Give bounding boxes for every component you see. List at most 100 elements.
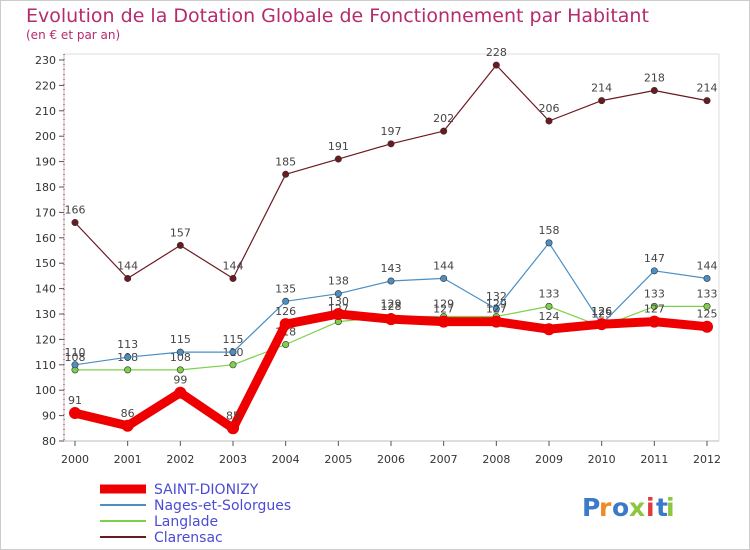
data-point [387,277,395,285]
data-point [440,274,448,282]
data-label: 191 [328,140,349,153]
proxiti-logo: Pr o x i ti [582,493,675,522]
x-tick-label: 2001 [114,453,142,466]
data-point [334,155,342,163]
data-label: 143 [381,262,402,275]
y-tick-label: 90 [42,410,56,423]
x-tick-label: 2010 [588,453,616,466]
y-tick-label: 110 [35,359,56,372]
data-label: 127 [433,303,454,316]
data-point [543,323,555,336]
data-point [492,305,500,313]
data-label: 135 [275,282,296,295]
data-point [650,302,658,310]
data-point [334,290,342,298]
data-label: 133 [539,287,560,300]
data-label: 228 [486,46,507,59]
logo-letter: i [666,493,675,522]
plot-area [63,53,720,442]
y-tick-label: 80 [42,435,56,448]
data-point [227,422,239,435]
data-label: 158 [539,224,560,237]
y-tick-label: 210 [35,105,56,118]
data-point [282,340,290,348]
chart-title: Evolution de la Dotation Globale de Fonc… [26,5,649,27]
logo-letter: r [599,493,612,522]
data-label: 126 [591,305,612,318]
y-tick-label: 140 [35,283,56,296]
data-label: 113 [117,338,138,351]
data-point [176,241,184,249]
data-point [545,117,553,125]
x-tick-label: 2011 [640,453,668,466]
logo-letter: t [656,493,668,522]
logo-letter: x [629,493,645,522]
data-label: 127 [644,303,665,316]
data-label: 124 [539,310,560,323]
data-point [69,407,81,420]
y-tick-label: 150 [35,257,56,270]
data-point [124,366,132,374]
data-point [332,308,345,320]
data-label: 218 [644,71,665,84]
data-point [545,239,553,247]
data-label: 110 [65,346,86,359]
data-point [703,274,711,282]
data-point [282,170,290,178]
data-label: 214 [697,82,718,95]
data-point [282,297,290,305]
x-axis: 2000 2001 2002 2003 2004 2005 2006 2007 2008 2009… [61,441,721,466]
x-tick-label: 2009 [535,453,563,466]
legend-label: Nages-et-Solorgues [154,498,291,514]
data-label: 91 [68,394,82,407]
data-label: 115 [170,333,191,346]
series-layer: 1661441571441851911972022282062142182141… [65,46,718,435]
x-tick-label: 2003 [219,453,247,466]
data-point [71,361,79,369]
data-label: 127 [486,303,507,316]
data-point [124,353,132,361]
data-label: 138 [328,275,349,288]
data-label: 166 [65,204,86,217]
data-point [176,348,184,356]
x-tick-label: 2000 [61,453,89,466]
data-point [279,318,292,331]
data-label: 133 [697,287,718,300]
data-point [121,419,134,432]
data-label: 86 [121,407,135,420]
data-point [229,274,237,282]
logo-letter: P [582,493,600,522]
data-label: 147 [644,252,665,265]
data-point [229,361,237,369]
data-label: 144 [697,259,718,272]
data-point [703,302,711,310]
y-tick-label: 120 [35,333,56,346]
data-label: 125 [591,308,612,321]
data-point [701,320,713,333]
logo-letter: o [612,493,629,522]
x-tick-label: 2012 [693,453,721,466]
data-label: 132 [486,290,507,303]
data-label: 129 [381,298,402,311]
data-label: 133 [644,287,665,300]
series-clarensac: 166 144 157 144 185 191 197 202 228 206 214 218 214 [65,46,718,282]
data-label: 108 [65,351,86,364]
data-label: 126 [591,305,612,318]
data-label: 126 [275,305,296,318]
data-label: 128 [381,300,402,313]
y-tick-label: 230 [35,54,56,67]
data-point [595,318,608,331]
data-point [440,127,448,135]
data-point [648,315,661,328]
data-label: 108 [170,351,191,364]
x-tick-label: 2002 [166,453,194,466]
x-tick-label: 2007 [430,453,458,466]
data-point [387,140,395,148]
data-label: 125 [697,308,718,321]
legend-label: Clarensac [154,530,223,546]
legend-label: SAINT-DIONIZY [154,482,259,498]
data-point [650,86,658,94]
data-point [229,348,237,356]
